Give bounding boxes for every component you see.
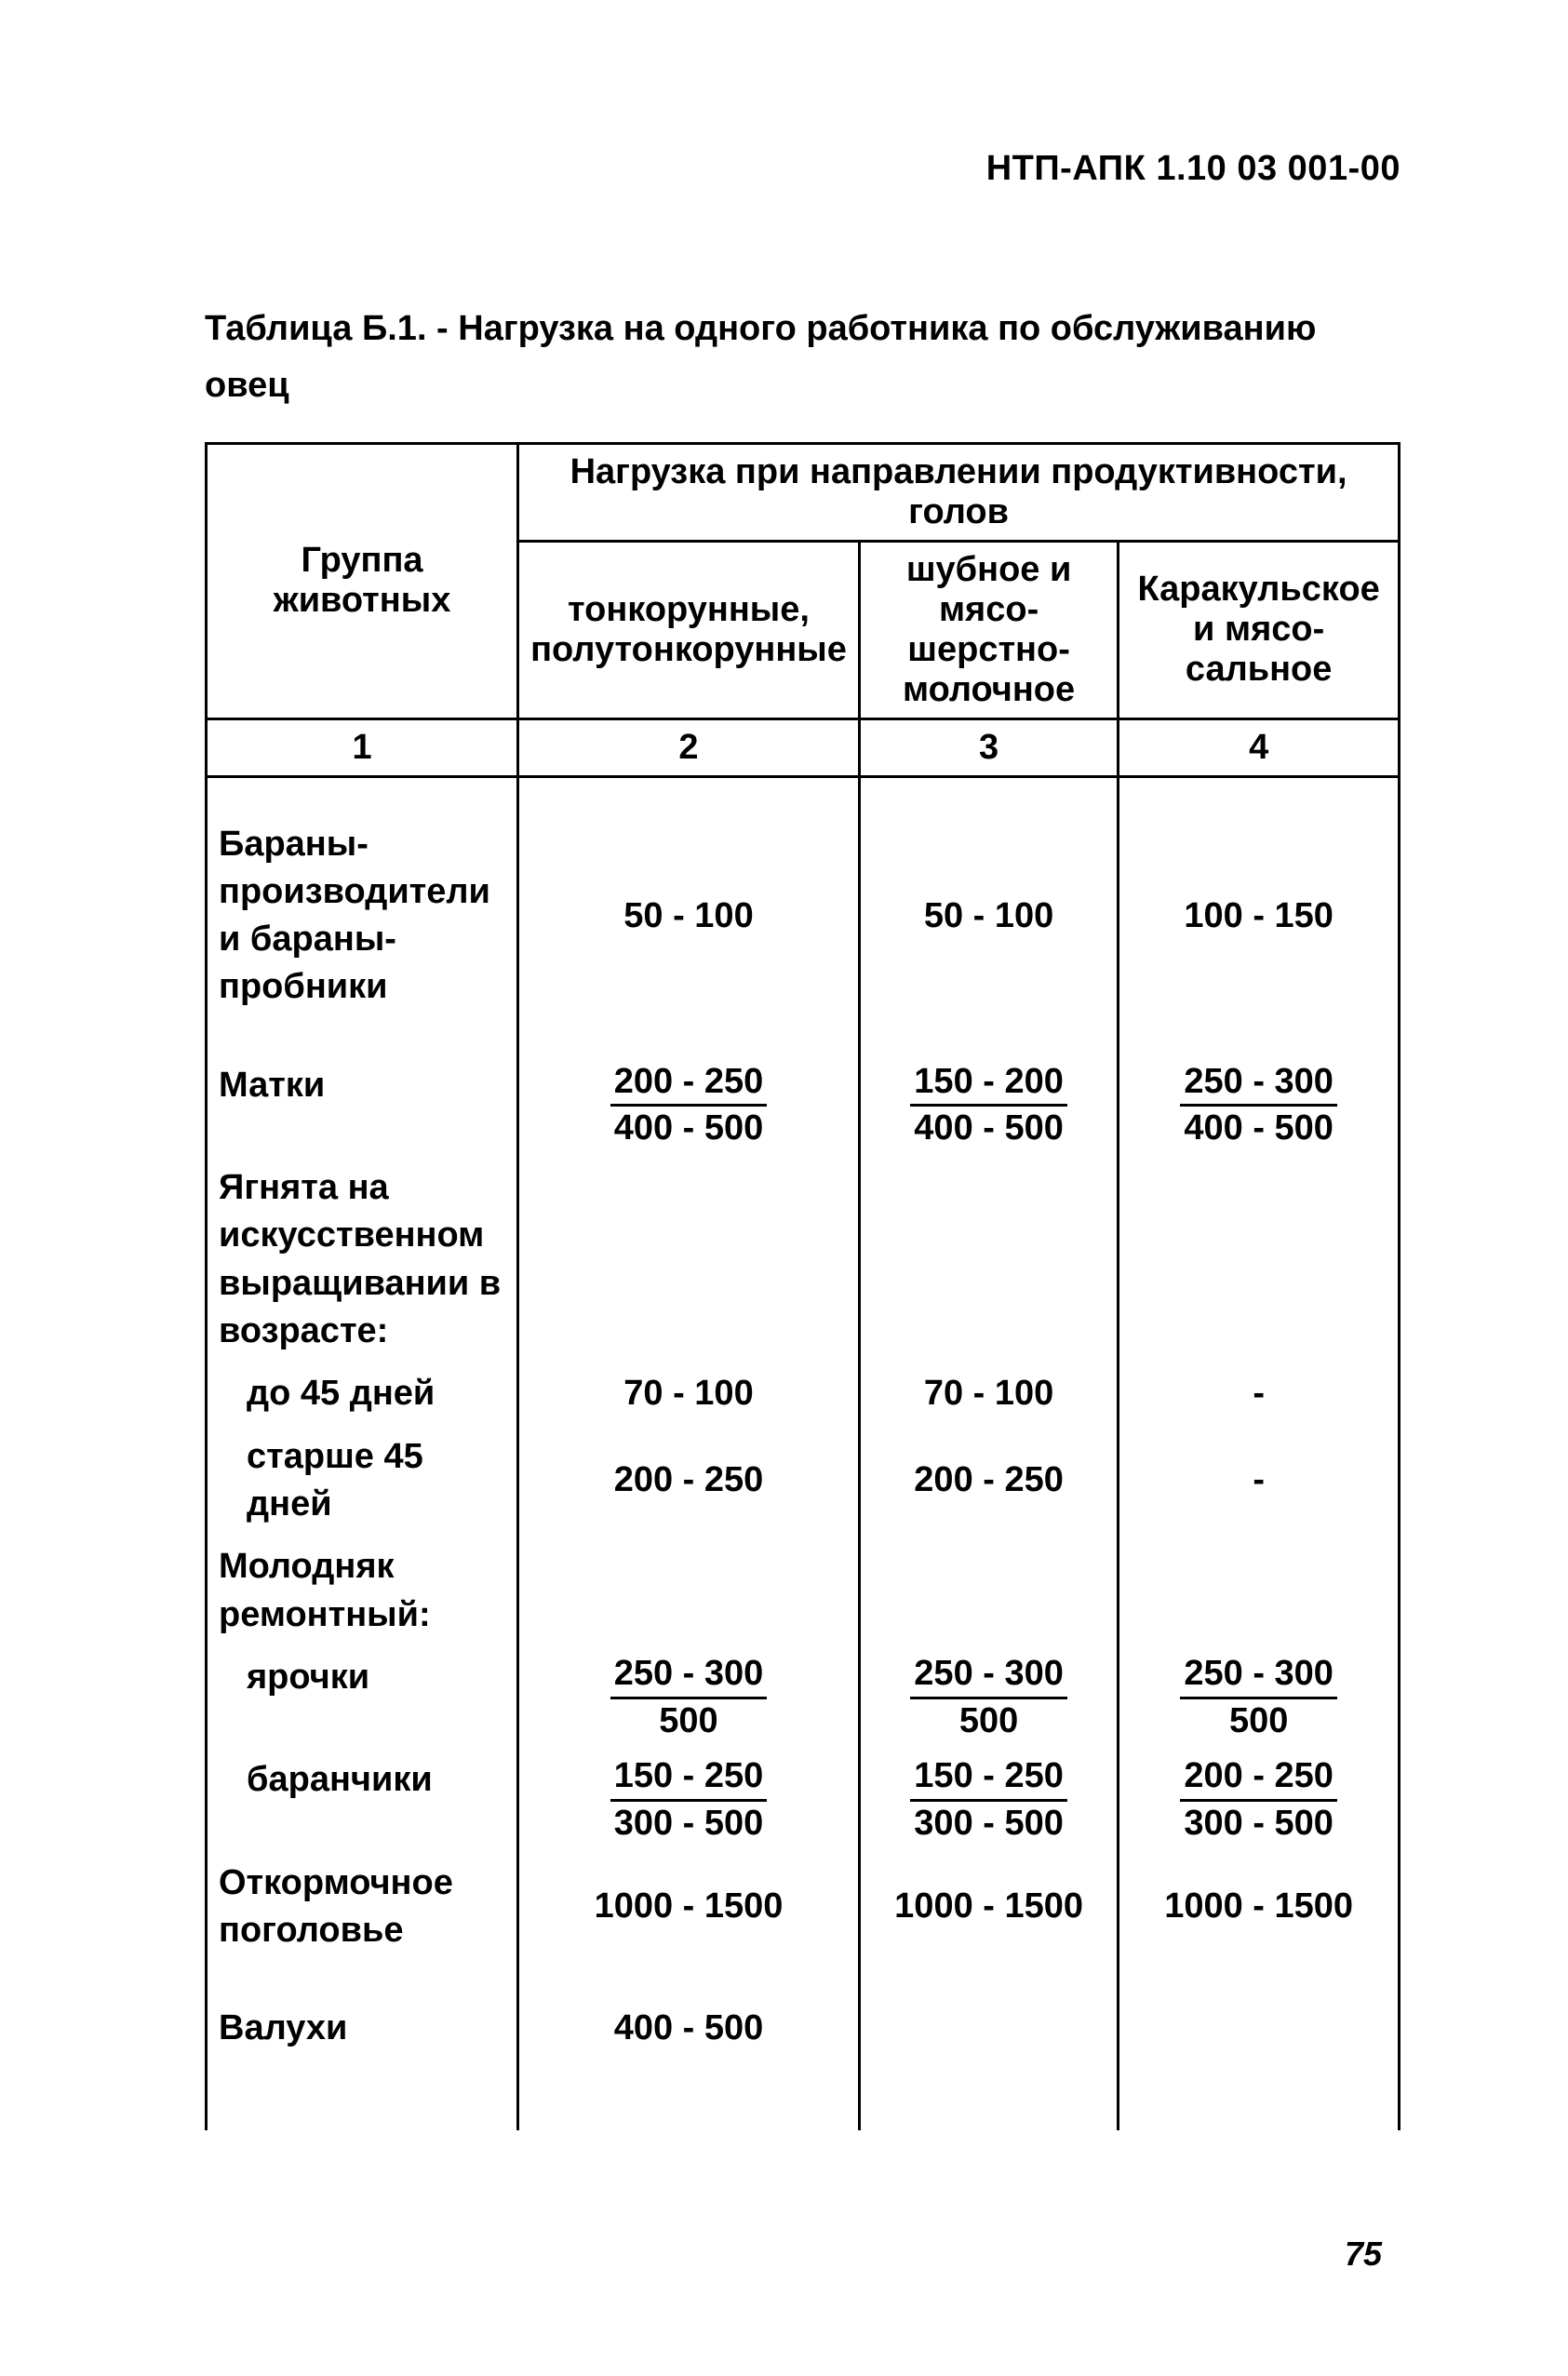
fraction-bottom: 500 [1180, 1699, 1337, 1742]
table-row: Валухи 400 - 500 [207, 1997, 1400, 2060]
cell: 250 - 300 400 - 500 [1119, 1054, 1400, 1157]
data-table: Группа животных Нагрузка при направлении… [205, 442, 1400, 2131]
cell: 70 - 100 [859, 1363, 1118, 1425]
cell: 1000 - 1500 [518, 1852, 860, 1963]
spacer [207, 1019, 1400, 1054]
numrow-c1: 1 [207, 718, 518, 776]
fraction-top: 250 - 300 [910, 1654, 1067, 1699]
fraction: 200 - 250 300 - 500 [1180, 1756, 1337, 1844]
cell: - [1119, 1426, 1400, 1537]
cell: 100 - 150 [1119, 813, 1400, 1019]
fraction: 250 - 300 500 [610, 1654, 768, 1741]
row-label: баранчики [207, 1749, 518, 1851]
row-label: до 45 дней [207, 1363, 518, 1425]
header-row-1: Группа животных Нагрузка при направлении… [207, 443, 1400, 541]
cell: 400 - 500 [518, 1997, 860, 2060]
cell: 50 - 100 [859, 813, 1118, 1019]
cell: 200 - 250 300 - 500 [1119, 1749, 1400, 1851]
cell: 200 - 250 [859, 1426, 1118, 1537]
header-group: Группа животных [207, 443, 518, 718]
fraction-top: 250 - 300 [610, 1654, 768, 1699]
row-label: старше 45 дней [207, 1426, 518, 1537]
fraction: 250 - 300 400 - 500 [1180, 1062, 1337, 1149]
fraction: 200 - 250 400 - 500 [610, 1062, 768, 1149]
header-c2: тонкорунные, полутонкорунные [518, 541, 860, 718]
fraction: 150 - 250 300 - 500 [610, 1756, 768, 1844]
table-row: Ягнята на искусственном выращивании в во… [207, 1157, 1400, 1363]
header-span: Нагрузка при направлении продуктивности,… [518, 443, 1400, 541]
fraction-top: 150 - 250 [910, 1756, 1067, 1802]
cell: 150 - 200 400 - 500 [859, 1054, 1118, 1157]
cell: 150 - 250 300 - 500 [859, 1749, 1118, 1851]
table-row: баранчики 150 - 250 300 - 500 150 - 250 … [207, 1749, 1400, 1851]
cell: 250 - 300 500 [1119, 1646, 1400, 1749]
cell: 1000 - 1500 [1119, 1852, 1400, 1963]
row-label: Ягнята на искусственном выращивании в во… [207, 1157, 518, 1363]
document-page: НТП-АПК 1.10 03 001-00 Таблица Б.1. - На… [0, 0, 1568, 2376]
numrow-c3: 3 [859, 718, 1118, 776]
fraction-bottom: 400 - 500 [1180, 1107, 1337, 1149]
fraction-top: 250 - 300 [1180, 1062, 1337, 1107]
cell: 50 - 100 [518, 813, 860, 1019]
fraction-bottom: 400 - 500 [910, 1107, 1067, 1149]
row-label: Молодняк ремонтный: [207, 1536, 518, 1646]
table-row: Откормочное поголовье 1000 - 1500 1000 -… [207, 1852, 1400, 1963]
fraction-top: 250 - 300 [1180, 1654, 1337, 1699]
table-row: старше 45 дней 200 - 250 200 - 250 - [207, 1426, 1400, 1537]
row-label: Бараны-производители и бараны-пробники [207, 813, 518, 1019]
fraction-top: 200 - 250 [1180, 1756, 1337, 1802]
cell [859, 1997, 1118, 2060]
cell: 250 - 300 500 [859, 1646, 1118, 1749]
header-c4: Каракульское и мясо-сальное [1119, 541, 1400, 718]
fraction-bottom: 300 - 500 [1180, 1802, 1337, 1845]
document-code: НТП-АПК 1.10 03 001-00 [205, 149, 1400, 189]
numrow-c4: 4 [1119, 718, 1400, 776]
cell [1119, 1997, 1400, 2060]
table-title: Таблица Б.1. - Нагрузка на одного работн… [205, 301, 1400, 414]
fraction-top: 150 - 200 [910, 1062, 1067, 1107]
cell: 250 - 300 500 [518, 1646, 860, 1749]
cell: - [1119, 1363, 1400, 1425]
spacer [207, 776, 1400, 813]
cell: 1000 - 1500 [859, 1852, 1118, 1963]
table-row: Матки 200 - 250 400 - 500 150 - 200 400 … [207, 1054, 1400, 1157]
cell: 150 - 250 300 - 500 [518, 1749, 860, 1851]
cell: 200 - 250 400 - 500 [518, 1054, 860, 1157]
row-label: Валухи [207, 1997, 518, 2060]
row-label: Матки [207, 1054, 518, 1157]
table-row: Бараны-производители и бараны-пробники 5… [207, 813, 1400, 1019]
fraction: 250 - 300 500 [910, 1654, 1067, 1741]
row-label: ярочки [207, 1646, 518, 1749]
fraction: 150 - 250 300 - 500 [910, 1756, 1067, 1844]
fraction-bottom: 500 [610, 1699, 768, 1742]
fraction: 250 - 300 500 [1180, 1654, 1337, 1741]
numrow-c2: 2 [518, 718, 860, 776]
cell: 70 - 100 [518, 1363, 860, 1425]
fraction: 150 - 200 400 - 500 [910, 1062, 1067, 1149]
header-c3: шубное и мясо-шерстно-молочное [859, 541, 1118, 718]
fraction-bottom: 300 - 500 [610, 1802, 768, 1845]
table-row: до 45 дней 70 - 100 70 - 100 - [207, 1363, 1400, 1425]
column-number-row: 1 2 3 4 [207, 718, 1400, 776]
fraction-bottom: 400 - 500 [610, 1107, 768, 1149]
page-number: 75 [1345, 2235, 1382, 2274]
fraction-top: 200 - 250 [610, 1062, 768, 1107]
spacer [207, 2095, 1400, 2130]
table-row: ярочки 250 - 300 500 250 - 300 500 250 -… [207, 1646, 1400, 1749]
spacer [207, 2060, 1400, 2095]
fraction-bottom: 300 - 500 [910, 1802, 1067, 1845]
cell: 200 - 250 [518, 1426, 860, 1537]
table-row: Молодняк ремонтный: [207, 1536, 1400, 1646]
row-label: Откормочное поголовье [207, 1852, 518, 1963]
fraction-bottom: 500 [910, 1699, 1067, 1742]
fraction-top: 150 - 250 [610, 1756, 768, 1802]
spacer [207, 1962, 1400, 1997]
